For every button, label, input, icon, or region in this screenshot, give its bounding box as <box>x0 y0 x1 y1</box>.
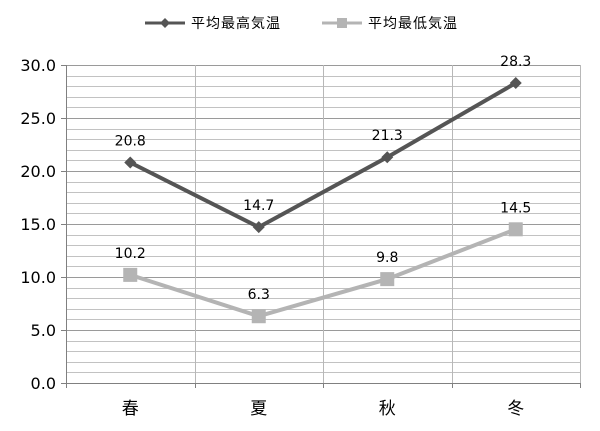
legend-label-series-1: 平均最高気温 <box>191 16 281 32</box>
x-axis-tick-label: 秋 <box>379 399 396 419</box>
data-label: 14.7 <box>243 198 274 214</box>
series-line-2 <box>129 227 517 319</box>
chart-axes <box>61 65 581 388</box>
data-label: 28.3 <box>500 54 531 70</box>
data-label: 10.2 <box>115 246 146 262</box>
y-axis-tick-label: 25.0 <box>20 109 56 128</box>
data-point-marker <box>380 272 395 287</box>
legend-label-series-2: 平均最低気温 <box>368 16 458 32</box>
y-axis-tick-label: 30.0 <box>20 56 56 75</box>
y-axis-tick-label: 10.0 <box>20 268 56 287</box>
x-axis-tick-label: 冬 <box>507 399 524 419</box>
x-axis-tick-label: 夏 <box>250 399 267 419</box>
data-point-marker <box>508 222 523 237</box>
chart-legend: 平均最高気温 平均最低気温 <box>0 8 600 38</box>
x-axis-tick-label: 春 <box>122 399 139 419</box>
data-label: 9.8 <box>376 250 398 266</box>
data-point-marker <box>509 77 522 90</box>
chart-series <box>123 77 523 324</box>
chart-gridlines <box>66 65 581 384</box>
data-point-marker <box>251 309 266 324</box>
data-label: 21.3 <box>372 128 403 144</box>
series-line-1 <box>129 81 517 230</box>
data-point-marker <box>123 267 138 282</box>
data-label: 6.3 <box>248 287 270 303</box>
data-point-marker <box>252 221 265 234</box>
x-axis-tick-labels: 春夏秋冬 <box>122 399 525 419</box>
data-label: 20.8 <box>115 134 146 150</box>
chart-data-labels: 20.8 14.7 21.3 28.3 10.2 6.3 9.8 14.5 <box>115 54 532 303</box>
data-point-marker <box>381 151 394 164</box>
y-axis-tick-labels: 0.0 5.0 10.0 15.0 20.0 25.0 30.0 <box>20 56 56 393</box>
data-label: 14.5 <box>500 200 531 216</box>
legend-swatch-marker-1 <box>160 18 170 28</box>
y-axis-tick-label: 5.0 <box>31 321 56 340</box>
legend-line-diamond-icon <box>145 18 185 28</box>
y-axis-tick-label: 15.0 <box>20 215 56 234</box>
legend-item-series-2: 平均最低気温 <box>322 8 458 38</box>
y-axis-tick-label: 20.0 <box>20 162 56 181</box>
legend-line-square-icon <box>322 18 362 28</box>
legend-swatch-marker-2 <box>337 18 347 28</box>
legend-item-series-1: 平均最高気温 <box>145 8 281 38</box>
data-point-marker <box>124 156 137 169</box>
y-axis-tick-label: 0.0 <box>31 374 56 393</box>
